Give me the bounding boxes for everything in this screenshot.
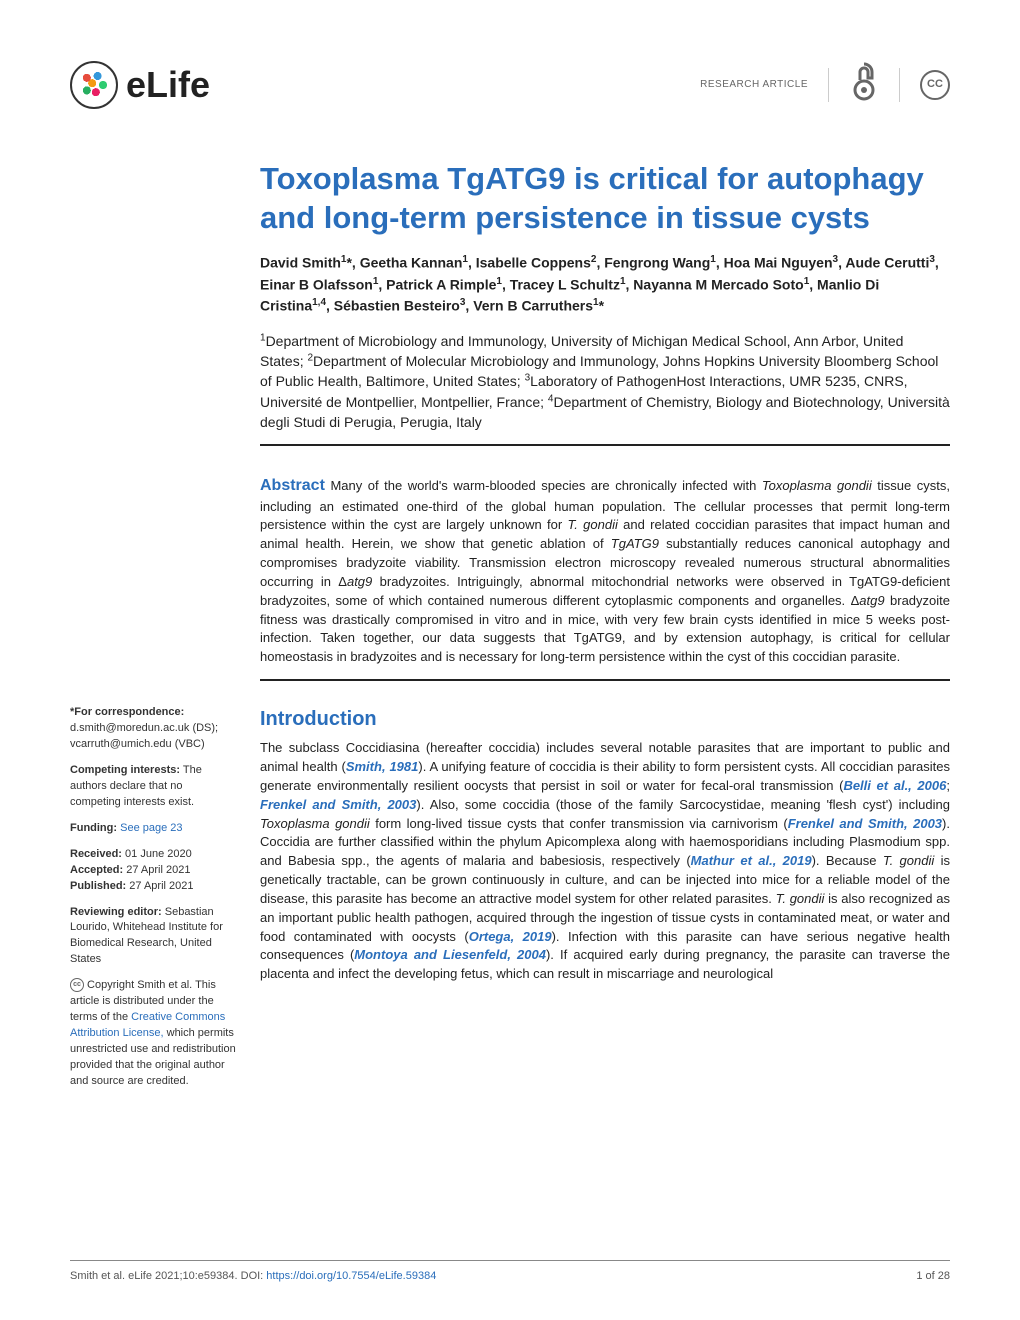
section-heading-introduction: Introduction (260, 705, 950, 733)
correspondence-label: *For correspondence: (70, 706, 184, 718)
divider (899, 68, 900, 102)
affiliation-list: 1Department of Microbiology and Immunolo… (260, 331, 950, 446)
funding-link[interactable]: See page 23 (120, 822, 182, 834)
body-columns: *For correspondence: d.smith@moredun.ac.… (70, 705, 950, 1100)
introduction-section: Introduction The subclass Coccidiasina (… (260, 705, 950, 1100)
cc-license-icon: CC (920, 70, 950, 100)
page-header: eLife RESEARCH ARTICLE CC (70, 60, 950, 110)
article-front-matter: Toxoplasma TgATG9 is critical for autoph… (260, 160, 950, 681)
page-footer: Smith et al. eLife 2021;10:e59384. DOI: … (70, 1260, 950, 1284)
published-date: 27 April 2021 (126, 880, 193, 892)
competing-label: Competing interests: (70, 764, 180, 776)
journal-logo: eLife (70, 60, 210, 110)
open-access-icon (849, 62, 879, 109)
accepted-label: Accepted: (70, 864, 123, 876)
abstract-body: Many of the world's warm-blooded species… (260, 478, 950, 664)
abstract: Abstract Many of the world's warm-bloode… (260, 458, 950, 681)
footer-citation-text: Smith et al. eLife 2021;10:e59384. (70, 1270, 241, 1282)
received-label: Received: (70, 848, 122, 860)
cc-small-icon: cc (70, 978, 84, 992)
funding: Funding: See page 23 (70, 821, 236, 837)
dates: Received: 01 June 2020 Accepted: 27 Apri… (70, 847, 236, 895)
correspondence-emails: d.smith@moredun.ac.uk (DS); vcarruth@umi… (70, 722, 218, 750)
copyright: cc Copyright Smith et al. This article i… (70, 978, 236, 1090)
author-list: David Smith1*, Geetha Kannan1, Isabelle … (260, 252, 950, 317)
competing-interests: Competing interests: The authors declare… (70, 763, 236, 811)
editor-label: Reviewing editor: (70, 906, 162, 918)
header-right: RESEARCH ARTICLE CC (700, 62, 950, 109)
received-date: 01 June 2020 (122, 848, 192, 860)
article-type-label: RESEARCH ARTICLE (700, 78, 808, 92)
correspondence: *For correspondence: d.smith@moredun.ac.… (70, 705, 236, 753)
footer-doi-label: DOI: (241, 1270, 267, 1282)
footer-citation: Smith et al. eLife 2021;10:e59384. DOI: … (70, 1269, 436, 1284)
article-sidebar: *For correspondence: d.smith@moredun.ac.… (70, 705, 236, 1100)
logo-swirl-icon (70, 61, 118, 109)
accepted-date: 27 April 2021 (123, 864, 190, 876)
footer-page-number: 1 of 28 (916, 1269, 950, 1284)
article-title: Toxoplasma TgATG9 is critical for autoph… (260, 160, 950, 238)
footer-doi-link[interactable]: https://doi.org/10.7554/eLife.59384 (266, 1270, 436, 1282)
funding-label: Funding: (70, 822, 117, 834)
abstract-label: Abstract (260, 477, 325, 494)
published-label: Published: (70, 880, 126, 892)
divider (828, 68, 829, 102)
introduction-body: The subclass Coccidiasina (hereafter coc… (260, 739, 950, 984)
reviewing-editor: Reviewing editor: Sebastian Lourido, Whi… (70, 905, 236, 969)
journal-name: eLife (126, 60, 210, 110)
